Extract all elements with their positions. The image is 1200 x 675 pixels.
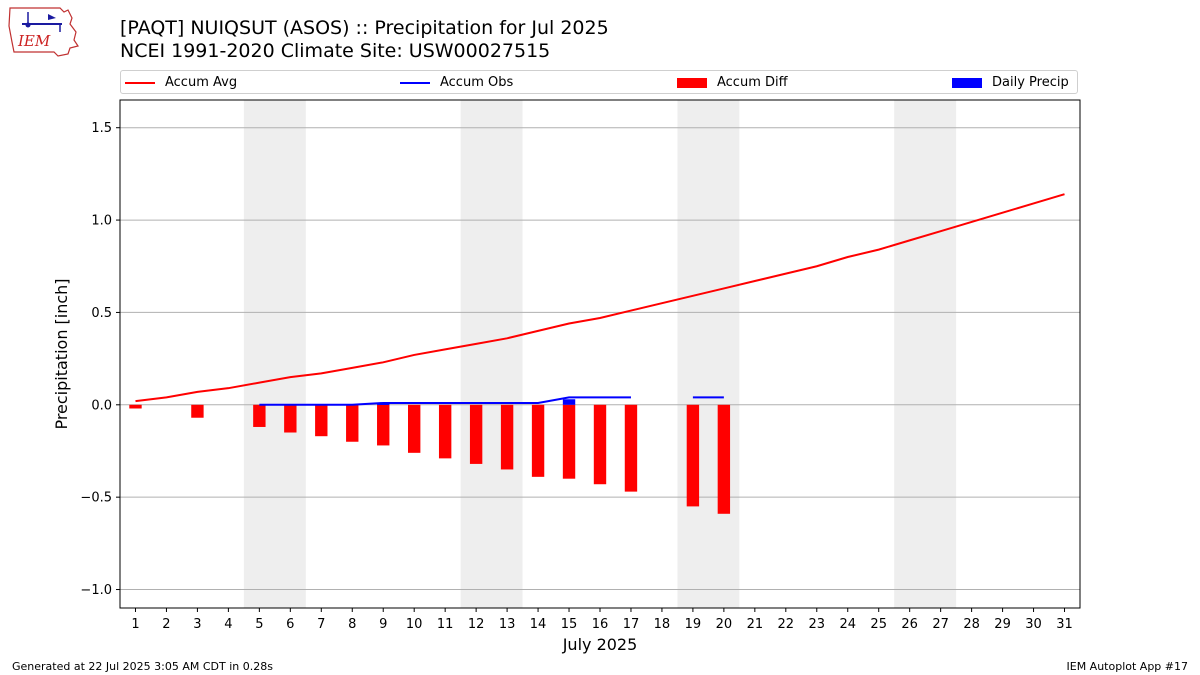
- y-tick-label-2: 0.0: [91, 398, 112, 413]
- x-tick-label-18: 18: [654, 617, 671, 632]
- x-tick-label-8: 8: [348, 617, 356, 632]
- x-tick-label-20: 20: [716, 617, 733, 632]
- svg-text:IEM: IEM: [17, 32, 51, 50]
- accum-diff-bar-day-5: [253, 404, 266, 427]
- legend-line-accum-avg: [125, 82, 155, 84]
- x-tick-label-24: 24: [839, 617, 856, 632]
- accum-diff-bar-day-7: [315, 404, 328, 437]
- y-tick-label-0: −1.0: [80, 583, 112, 598]
- accum-diff-bar-day-13: [500, 404, 514, 470]
- legend-label-daily-precip: Daily Precip: [992, 75, 1069, 90]
- x-tick-label-31: 31: [1056, 617, 1073, 632]
- accum-diff-bar-day-8: [346, 404, 359, 442]
- x-tick-label-10: 10: [406, 617, 423, 632]
- accum-avg-line: [135, 193, 1065, 403]
- accum-diff-bar-day-15: [562, 404, 576, 479]
- accum-diff-bar-day-3: [191, 404, 204, 418]
- weekend-band-2: [460, 100, 523, 608]
- weekend-band-1: [243, 100, 306, 608]
- weekend-band-4: [894, 100, 957, 608]
- daily-precip-bar-day-15: [562, 399, 576, 405]
- x-tick-label-2: 2: [162, 617, 170, 632]
- chart-legend: Accum Avg Accum Obs Accum Diff Daily Pre…: [120, 70, 1078, 94]
- legend-line-accum-obs: [400, 82, 430, 84]
- x-tick-label-5: 5: [255, 617, 263, 632]
- accum-diff-bar-day-20: [717, 404, 731, 514]
- x-tick-label-21: 21: [747, 617, 764, 632]
- accum-diff-bar-day-19: [686, 404, 700, 507]
- y-tick-label-3: 0.5: [91, 306, 112, 321]
- x-tick-label-23: 23: [809, 617, 826, 632]
- y-tick-label-5: 1.5: [91, 121, 112, 136]
- x-tick-label-6: 6: [286, 617, 294, 632]
- accum-obs-line-1: [259, 396, 631, 406]
- accum-diff-bar-day-16: [593, 404, 607, 485]
- x-tick-label-12: 12: [468, 617, 485, 632]
- legend-swatch-accum-diff: [677, 78, 707, 88]
- x-tick-label-11: 11: [437, 617, 454, 632]
- chart-title: [PAQT] NUIQSUT (ASOS) :: Precipitation f…: [120, 17, 609, 39]
- x-axis-label: July 2025: [562, 635, 638, 654]
- accum-diff-bar-day-14: [531, 404, 545, 477]
- x-tick-label-14: 14: [530, 617, 547, 632]
- legend-label-accum-obs: Accum Obs: [440, 75, 514, 90]
- accum-diff-bar-day-1: [129, 404, 142, 409]
- accum-diff-bar-day-17: [624, 404, 638, 492]
- x-tick-label-29: 29: [994, 617, 1011, 632]
- x-tick-label-13: 13: [499, 617, 516, 632]
- x-tick-label-30: 30: [1025, 617, 1042, 632]
- x-tick-label-3: 3: [193, 617, 201, 632]
- x-tick-label-1: 1: [131, 617, 139, 632]
- x-tick-label-22: 22: [778, 617, 795, 632]
- x-tick-label-27: 27: [932, 617, 949, 632]
- x-tick-label-9: 9: [379, 617, 387, 632]
- x-tick-label-17: 17: [623, 617, 640, 632]
- weekend-band-3: [677, 100, 740, 608]
- y-axis-label: Precipitation [inch]: [52, 278, 71, 429]
- accum-diff-bar-day-10: [408, 404, 421, 453]
- x-tick-label-28: 28: [963, 617, 980, 632]
- iem-logo: IEM: [8, 6, 80, 58]
- y-tick-label-1: −0.5: [80, 491, 112, 506]
- x-tick-label-15: 15: [561, 617, 578, 632]
- accum-diff-bar-day-9: [377, 404, 390, 446]
- x-tick-label-25: 25: [870, 617, 887, 632]
- x-tick-label-7: 7: [317, 617, 325, 632]
- x-tick-label-4: 4: [224, 617, 232, 632]
- legend-label-accum-avg: Accum Avg: [165, 75, 238, 90]
- generated-timestamp: Generated at 22 Jul 2025 3:05 AM CDT in …: [12, 660, 273, 673]
- x-tick-label-26: 26: [901, 617, 918, 632]
- x-tick-label-16: 16: [592, 617, 609, 632]
- y-tick-label-4: 1.0: [91, 214, 112, 229]
- accum-diff-bar-day-12: [469, 404, 483, 464]
- app-label: IEM Autoplot App #17: [1066, 660, 1189, 673]
- accum-diff-bar-day-11: [438, 404, 452, 459]
- accum-diff-bar-day-6: [284, 404, 297, 433]
- x-tick-label-19: 19: [685, 617, 702, 632]
- legend-label-accum-diff: Accum Diff: [717, 75, 788, 90]
- chart-subtitle: NCEI 1991-2020 Climate Site: USW00027515: [120, 40, 551, 62]
- legend-swatch-daily-precip: [952, 78, 982, 88]
